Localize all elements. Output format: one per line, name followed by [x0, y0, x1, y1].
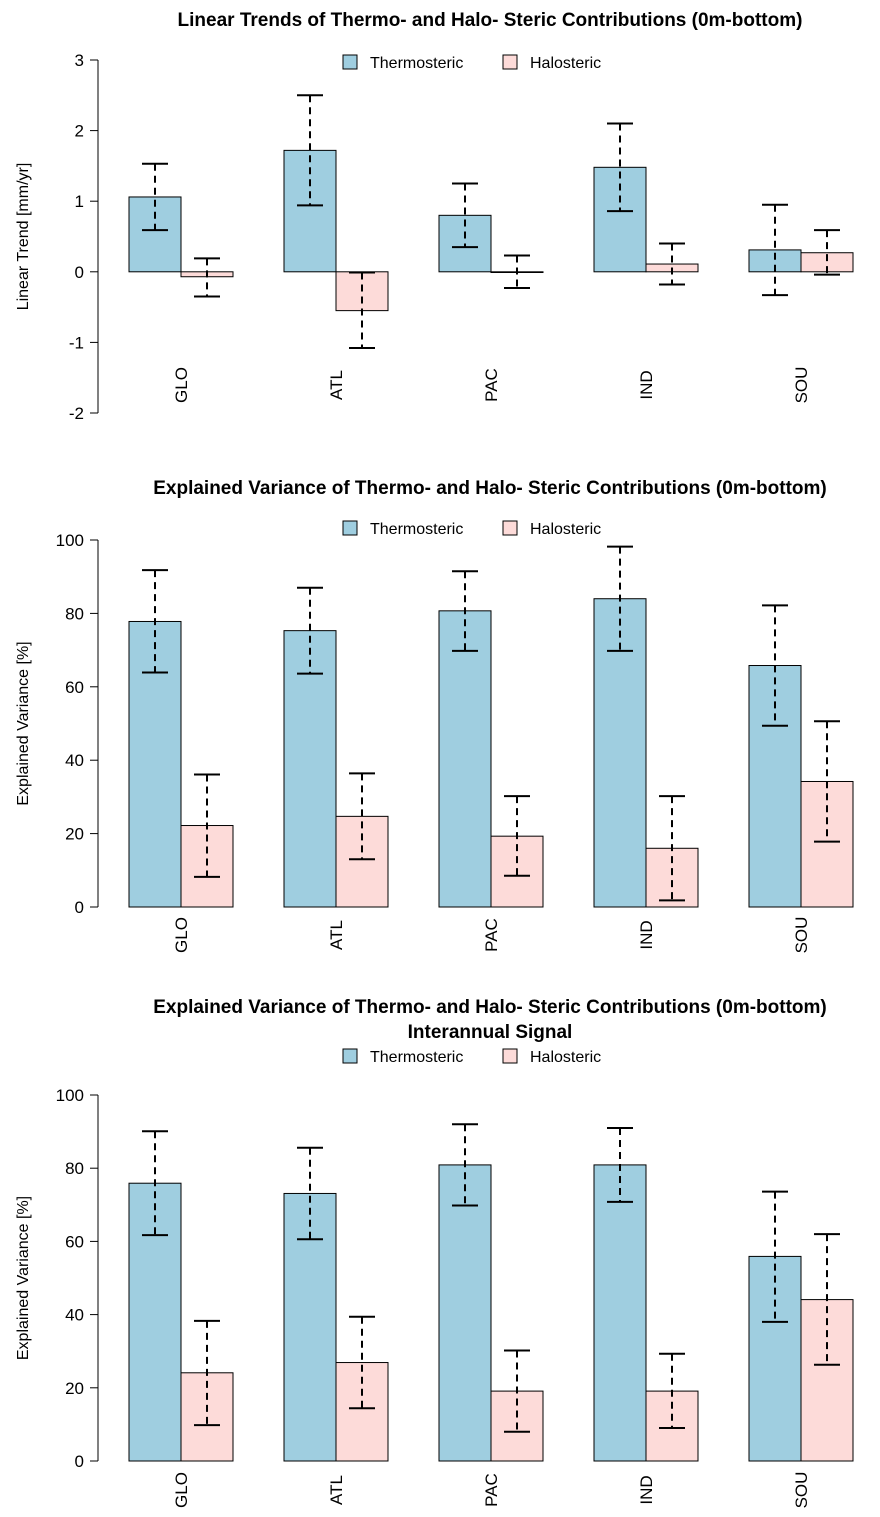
- category-label: ATL: [327, 1475, 346, 1505]
- bar-thermosteric-ind: [593, 166, 647, 273]
- bar-halosteric-atl: [335, 815, 389, 908]
- bar-thermosteric-ind: [593, 1164, 647, 1462]
- y-tick-label: 0: [75, 263, 84, 282]
- y-tick-label: -2: [69, 404, 84, 423]
- legend-swatch-thermosteric: [342, 1048, 358, 1064]
- y-tick-label: 20: [65, 825, 84, 844]
- bar-thermosteric-pac: [438, 1164, 492, 1462]
- legend-swatch-thermosteric: [342, 54, 358, 70]
- legend-label-halosteric: Halosteric: [530, 521, 601, 538]
- bar-thermosteric-atl: [283, 1192, 337, 1462]
- category-label: SOU: [792, 1472, 811, 1509]
- y-tick-label: 1: [75, 192, 84, 211]
- y-axis-title: Explained Variance [%]: [15, 641, 32, 805]
- y-tick-label: 40: [65, 1306, 84, 1325]
- category-label: SOU: [792, 917, 811, 954]
- y-axis-title: Explained Variance [%]: [15, 1196, 32, 1360]
- category-label: ATL: [327, 370, 346, 400]
- category-label: PAC: [482, 918, 501, 952]
- category-label: IND: [637, 1475, 656, 1504]
- y-tick-label: 60: [65, 1232, 84, 1251]
- chart-panel-2: Explained Variance of Thermo- and Halo- …: [15, 478, 854, 954]
- y-tick-label: 0: [75, 1452, 84, 1471]
- legend-label-thermosteric: Thermosteric: [370, 521, 463, 538]
- y-tick-label: 20: [65, 1379, 84, 1398]
- chart-title: Explained Variance of Thermo- and Halo- …: [153, 478, 827, 499]
- bar-thermosteric-glo: [128, 196, 182, 273]
- y-tick-label: 100: [56, 531, 84, 550]
- legend-label-halosteric: Halosteric: [530, 1049, 601, 1066]
- y-tick-label: 80: [65, 604, 84, 623]
- category-label: IND: [637, 370, 656, 399]
- bar-thermosteric-pac: [438, 610, 492, 908]
- category-label: PAC: [482, 1473, 501, 1507]
- y-tick-label: 80: [65, 1159, 84, 1178]
- legend-label-thermosteric: Thermosteric: [370, 1049, 463, 1066]
- category-label: PAC: [482, 368, 501, 402]
- chart-subtitle: Interannual Signal: [408, 1022, 573, 1043]
- category-label: SOU: [792, 367, 811, 404]
- category-label: GLO: [172, 917, 191, 953]
- category-label: GLO: [172, 1472, 191, 1508]
- legend: Thermosteric Halosteric: [342, 54, 601, 72]
- chart-panel-3: Explained Variance of Thermo- and Halo- …: [15, 997, 854, 1509]
- legend-label-halosteric: Halosteric: [530, 55, 601, 72]
- legend: Thermosteric Halosteric: [342, 1048, 601, 1066]
- legend-label-thermosteric: Thermosteric: [370, 55, 463, 72]
- legend: Thermosteric Halosteric: [342, 520, 601, 538]
- legend-swatch-halosteric: [502, 54, 518, 70]
- chart-title: Explained Variance of Thermo- and Halo- …: [153, 997, 827, 1018]
- y-tick-label: 100: [56, 1086, 84, 1105]
- bar-thermosteric-atl: [283, 630, 337, 908]
- bar-halosteric-sou: [800, 780, 854, 908]
- y-tick-label: 3: [75, 51, 84, 70]
- bar-thermosteric-glo: [128, 1182, 182, 1462]
- y-tick-label: 2: [75, 122, 84, 141]
- chart-panel-1: Linear Trends of Thermo- and Halo- Steri…: [15, 10, 854, 423]
- y-tick-label: 60: [65, 678, 84, 697]
- y-axis-title: Linear Trend [mm/yr]: [15, 163, 32, 311]
- y-tick-label: 40: [65, 751, 84, 770]
- category-label: IND: [637, 920, 656, 949]
- category-label: ATL: [327, 920, 346, 950]
- chart-title: Linear Trends of Thermo- and Halo- Steri…: [178, 10, 803, 31]
- bar-thermosteric-glo: [128, 620, 182, 908]
- y-tick-label: 0: [75, 898, 84, 917]
- category-label: GLO: [172, 367, 191, 403]
- legend-swatch-halosteric: [502, 520, 518, 536]
- legend-swatch-halosteric: [502, 1048, 518, 1064]
- legend-swatch-thermosteric: [342, 520, 358, 536]
- y-tick-label: -1: [69, 333, 84, 352]
- bar-thermosteric-sou: [748, 1255, 802, 1462]
